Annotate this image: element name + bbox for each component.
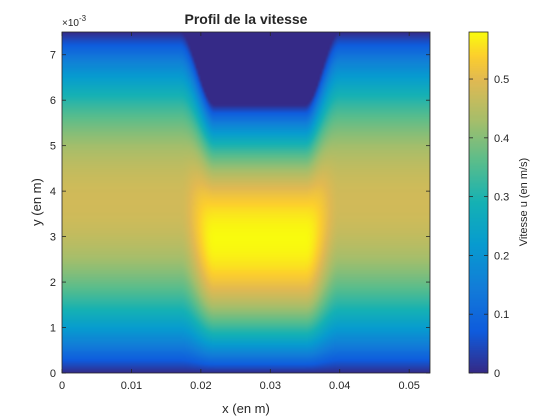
y-axis-ticks: 0 1 2 3 4 5 6 7 — [50, 50, 430, 380]
colorbar-tick-label: 0.3 — [494, 192, 509, 204]
colorbar-tick-label: 0.2 — [494, 250, 509, 262]
exponent-base: ×10 — [62, 18, 79, 29]
colorbar-label: Vitesse u (en m/s) — [518, 158, 530, 246]
y-tick-label: 4 — [50, 186, 56, 198]
colorbar-tick-label: 0.5 — [494, 74, 509, 86]
x-tick-label: 0.02 — [190, 380, 211, 392]
plot-area — [62, 32, 430, 373]
y-tick-label: 3 — [50, 232, 56, 244]
x-tick-label: 0.05 — [398, 380, 419, 392]
axes-box — [61, 31, 431, 374]
x-tick-label: 0.04 — [329, 380, 350, 392]
y-tick-label: 1 — [50, 323, 56, 335]
x-tick-label: 0.01 — [121, 380, 142, 392]
colorbar-gradient — [469, 32, 488, 373]
y-tick-label: 5 — [50, 141, 56, 153]
chart-title: Profil de la vitesse — [185, 11, 308, 27]
colorbar-tick-label: 0 — [494, 368, 500, 380]
exponent-label: ×10-3 — [62, 14, 87, 29]
x-axis-ticks: 0 0.01 0.02 0.03 0.04 0.05 — [59, 32, 420, 392]
y-axis-label: y (en m) — [29, 178, 44, 226]
y-tick-label: 6 — [50, 95, 56, 107]
y-tick-label: 2 — [50, 277, 56, 289]
colorbar: 0 0.1 0.2 0.3 0.4 0.5 Vitesse u (en m/s) — [468, 31, 530, 380]
x-axis-label: x (en m) — [222, 401, 270, 416]
x-tick-label: 0 — [59, 380, 65, 392]
y-tick-label: 0 — [50, 368, 56, 380]
colorbar-ticks: 0 0.1 0.2 0.3 0.4 0.5 — [469, 74, 509, 380]
x-tick-label: 0.03 — [260, 380, 281, 392]
velocity-heatmap — [62, 32, 430, 373]
colorbar-box — [468, 31, 489, 374]
colorbar-tick-label: 0.1 — [494, 309, 509, 321]
y-tick-label: 7 — [50, 50, 56, 62]
colorbar-tick-label: 0.4 — [494, 133, 509, 145]
exponent-power: -3 — [79, 14, 87, 23]
svg-text:×10-3: ×10-3 — [62, 14, 87, 29]
